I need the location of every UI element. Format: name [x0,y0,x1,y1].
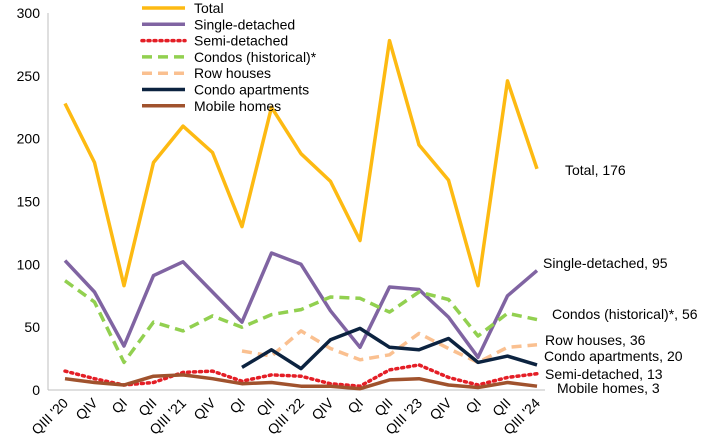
legend-label-single-detached: Single-detached [194,16,295,32]
legend-label-row-houses: Row houses [194,65,271,81]
legend-label-semi-detached: Semi-detached [194,33,288,49]
y-tick-label: 100 [17,256,41,272]
x-tick-label: QI [462,395,484,417]
end-label-condos-historical: Condos (historical)*, 56 [552,306,698,322]
x-tick-label: QIV [426,394,455,423]
series-line-semi-detached [63,363,539,388]
end-labels: Total, 176 Single-detached, 95 Semi-detach… [543,162,698,396]
series-line-row-houses [241,329,538,365]
x-tick-label: QIV [72,394,101,423]
axes [47,13,545,391]
legend: TotalSingle-detachedSemi-detachedCondos … [140,0,317,114]
end-label-mobile-homes: Mobile homes, 3 [557,380,660,396]
y-tick-label: 0 [32,382,40,398]
series-line-total [63,38,539,288]
series-line-condos-historical [63,279,538,365]
legend-label-condos-historical: Condos (historical)* [194,49,317,65]
x-tick-label: QIV [308,394,337,423]
y-tick-label: 300 [17,5,41,21]
end-label-condo-apartments: Condo apartments, 20 [544,348,683,364]
y-tick-label: 250 [17,68,41,84]
end-label-single-detached: Single-detached, 95 [543,255,668,271]
legend-label-condo-apartments: Condo apartments [194,82,309,98]
y-tick-label: 50 [24,319,40,335]
series-lines [63,38,539,391]
x-tick-label: QIII '20 [28,395,71,438]
y-tick-label: 150 [17,194,41,210]
series-line-condo-apartments [241,326,538,371]
series-line-mobile-homes [64,373,538,391]
legend-label-mobile-homes: Mobile homes [194,98,281,114]
end-label-row-houses: Row houses, 36 [545,332,646,348]
y-tick-labels: 0 50 100 150 200 250 300 [17,5,41,398]
x-tick-label: QI [344,395,366,417]
end-label-total: Total, 176 [565,162,626,178]
x-tick-label: QI [108,395,130,417]
x-tick-label: QI [226,395,248,417]
y-tick-label: 200 [17,131,41,147]
legend-label-total: Total [194,0,224,16]
series-line-single-detached [63,251,539,360]
x-tick-label: QIV [190,394,219,423]
end-label-semi-detached: Semi-detached, 13 [545,366,663,382]
